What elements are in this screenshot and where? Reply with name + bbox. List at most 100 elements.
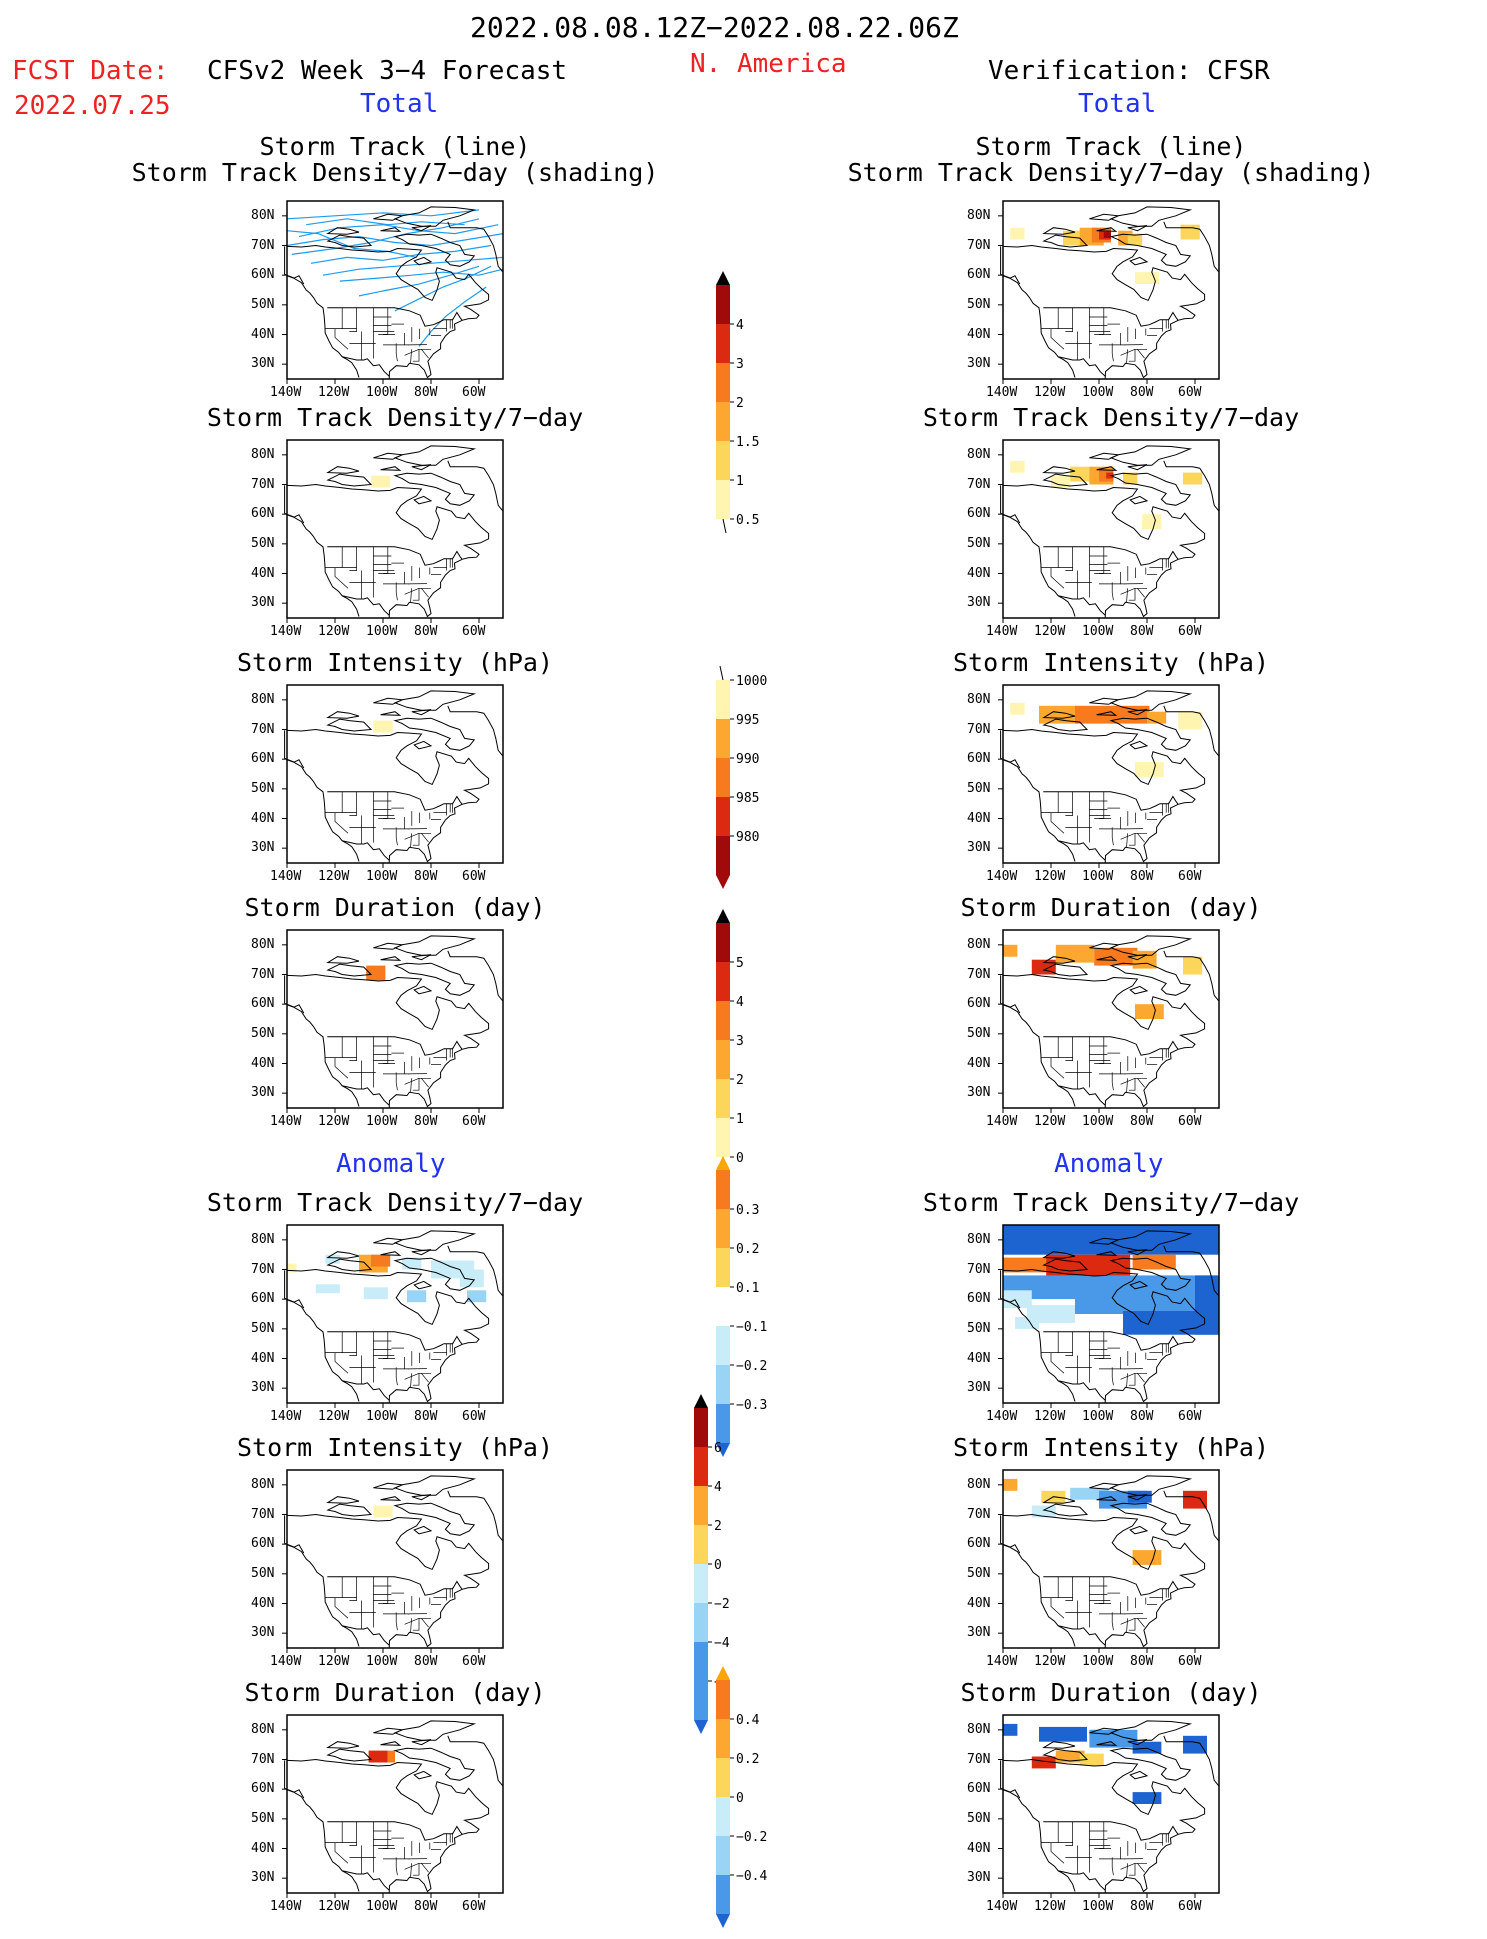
colorbar-segment [716,285,730,324]
lat-label: 60N [251,1782,274,1795]
lon-label: 80W [1130,1900,1153,1913]
shading-cell [1003,1290,1032,1308]
lat-label: 70N [967,239,990,252]
lat-label: 80N [967,209,990,222]
lon-label: 140W [986,625,1017,638]
panel-title: Storm Duration (day) [960,895,1261,920]
shading-cell [369,1751,388,1763]
lon-label: 80W [1130,1410,1153,1423]
shading-cell [1183,1491,1207,1509]
lat-label: 50N [251,1567,274,1580]
lat-label: 30N [967,1086,990,1099]
lat-label: 50N [967,1027,990,1040]
colorbar-label: −0.4 [736,1869,767,1884]
colorbar-segment [716,1287,730,1326]
shading-cell [1178,712,1202,730]
lon-label: 80W [1130,870,1153,883]
lat-label: 60N [967,997,990,1010]
shading-cell [1183,473,1202,485]
lat-label: 70N [251,1753,274,1766]
lon-label: 140W [986,1115,1017,1128]
shading-cell [1183,1736,1207,1754]
shading-cell [1039,1727,1087,1742]
lon-label: 100W [366,1410,397,1423]
fcst-date-value: 2022.07.25 [14,93,171,119]
shading-cell [1104,232,1111,238]
lon-label: 100W [366,625,397,638]
shading-cell [1010,703,1024,715]
lat-label: 30N [251,357,274,370]
shading-cell [1135,1004,1164,1019]
lon-label: 140W [986,1900,1017,1913]
lat-label: 80N [251,1233,274,1246]
lon-label: 60W [1178,1115,1201,1128]
colorbar-label: 0.1 [736,1281,759,1296]
lat-label: 50N [251,1322,274,1335]
lon-label: 140W [270,870,301,883]
shading-cell [1135,762,1164,777]
lat-label: 50N [967,537,990,550]
colorbar-segment [716,1680,730,1719]
lat-label: 40N [967,1597,990,1610]
lat-label: 50N [251,298,274,311]
forecast-title: CFSv2 Week 3−4 Forecast [207,58,567,84]
panel-title: Storm Track Density/7−day [923,1190,1299,1215]
lat-label: 30N [251,1086,274,1099]
lon-label: 60W [462,1410,485,1423]
lat-label: 70N [251,1263,274,1276]
lat-label: 50N [967,782,990,795]
lat-label: 60N [251,268,274,281]
lat-label: 60N [251,997,274,1010]
shading-cell [1133,1792,1162,1804]
colorbar-arrow [716,875,730,889]
map-canvas [1003,440,1219,618]
lat-label: 60N [967,752,990,765]
lon-label: 60W [1178,386,1201,399]
colorbar-segment [716,402,730,441]
lon-label: 80W [414,1410,437,1423]
panel-title: Storm Track Density/7−day (shading) [848,160,1375,185]
lon-label: 100W [366,870,397,883]
lat-label: 40N [251,812,274,825]
lon-label: 120W [1034,1115,1065,1128]
colorbar-segment [694,1486,708,1525]
lat-label: 40N [967,812,990,825]
lat-label: 70N [967,1263,990,1276]
colorbar-segment [716,923,730,962]
colorbar-label: 1000 [736,674,767,689]
panel-title: Storm Intensity (hPa) [237,650,553,675]
lon-label: 100W [1082,1655,1113,1668]
colorbar-label: 2 [736,1073,744,1088]
colorbar-segment [716,1797,730,1836]
lon-label: 140W [270,1115,301,1128]
lat-label: 80N [251,448,274,461]
shading-cell [1003,1225,1219,1255]
lat-label: 40N [967,567,990,580]
lat-label: 60N [251,1292,274,1305]
lat-label: 40N [967,328,990,341]
colorbar-label: 3 [736,357,744,372]
lat-label: 30N [251,841,274,854]
lat-label: 30N [967,1871,990,1884]
shading-cell [373,721,392,733]
colorbar-label: 0 [714,1558,722,1573]
lon-label: 80W [414,625,437,638]
colorbar-segment [716,1326,730,1365]
colorbar-label: 3 [736,1034,744,1049]
lon-label: 60W [1178,1655,1201,1668]
lon-label: 120W [1034,1900,1065,1913]
colorbar-label: 4 [736,318,744,333]
lat-label: 80N [967,1723,990,1736]
colorbar-label: 0.3 [736,1203,759,1218]
colorbar-segment [716,480,730,519]
shading-cell [1003,1479,1017,1491]
lon-label: 100W [366,1655,397,1668]
colorbar-label: 0.2 [736,1752,759,1767]
lon-label: 140W [270,386,301,399]
lon-label: 80W [1130,1115,1153,1128]
lat-label: 80N [967,1233,990,1246]
colorbar-label: −0.1 [736,1320,767,1335]
